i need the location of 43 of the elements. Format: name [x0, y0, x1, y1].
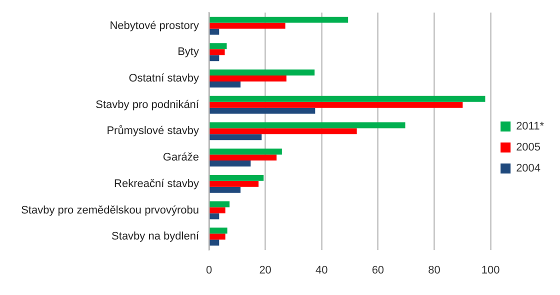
y-tick-label: Ostatní stavby: [128, 72, 200, 85]
bar: [210, 240, 220, 246]
bar: [210, 148, 282, 155]
bar: [210, 228, 228, 234]
bar: [210, 134, 262, 140]
bar: [210, 102, 463, 108]
bar: [210, 55, 220, 62]
legend-label: 2005: [516, 142, 541, 154]
bar: [210, 201, 230, 208]
y-tick-label: Byty: [178, 46, 200, 58]
y-tick-label: Nebytové prostory: [110, 20, 200, 32]
y-tick-label: Rekreační stavby: [114, 178, 200, 190]
bar: [210, 234, 226, 240]
bar: [210, 96, 486, 102]
bar: [210, 16, 348, 23]
bar: [210, 186, 241, 193]
legend-label: 2011*: [516, 120, 545, 133]
bar: [210, 180, 259, 187]
bar: [210, 76, 286, 82]
x-tick-label: 40: [316, 264, 328, 276]
bar: [210, 174, 264, 181]
bar: [210, 70, 315, 76]
bar: [210, 22, 286, 29]
y-tick-label: Stavby pro zemědělskou prvovýrobu: [21, 204, 199, 216]
x-tick-label: 80: [428, 264, 440, 276]
bar: [210, 49, 225, 56]
x-tick-label: 20: [259, 264, 272, 276]
bar: [210, 128, 357, 134]
x-tick-label: 60: [372, 264, 384, 276]
bar: [210, 207, 226, 214]
bar: [210, 81, 241, 88]
y-tick-label: Stavby na bydlení: [112, 230, 200, 243]
y-tick-label: Garáže: [162, 152, 199, 164]
x-tick-label: 0: [206, 264, 212, 276]
y-tick-label: Stavby pro podnikání: [96, 98, 200, 111]
bar: [210, 154, 277, 161]
bar: [210, 122, 406, 128]
bar: [210, 108, 316, 114]
legend-label: 2004: [516, 162, 541, 175]
bar: [210, 43, 227, 50]
y-tick-label: Průmyslové stavby: [106, 125, 200, 138]
bar: [210, 160, 251, 167]
x-tick-label: 100: [481, 264, 500, 276]
